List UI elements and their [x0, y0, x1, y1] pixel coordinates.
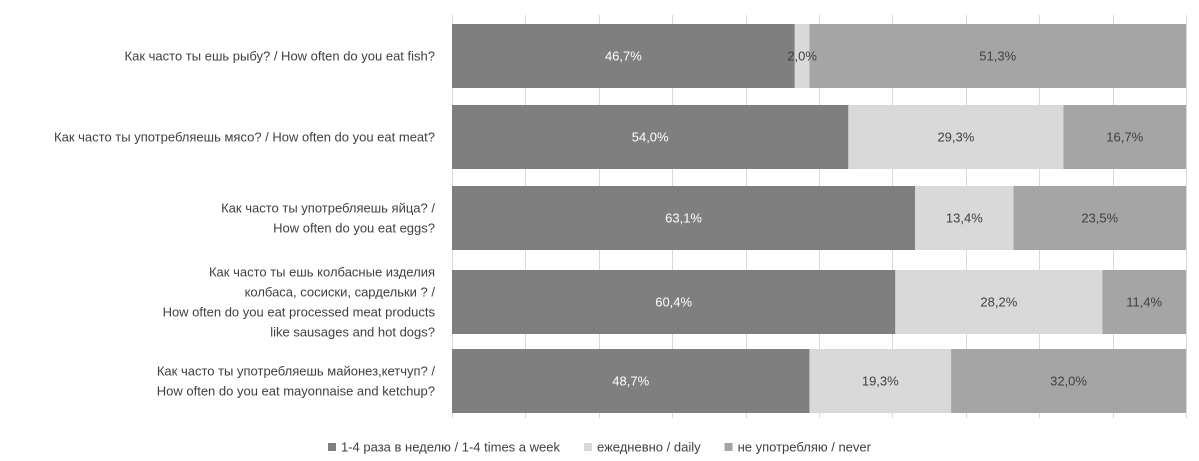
category-labels: Как часто ты ешь рыбу? / How often do yo…	[54, 49, 435, 399]
category-label: Как часто ты употребляешь майонез,кетчуп…	[157, 364, 436, 379]
legend: 1-4 раза в неделю / 1-4 times a week ежед…	[328, 440, 872, 455]
category-label: Как часто ты ешь колбасные изделия	[209, 265, 435, 280]
category-label: Как часто ты употребляешь мясо? / How of…	[54, 130, 435, 145]
category-label: Как часто ты употребляешь яйца? /	[221, 201, 435, 216]
data-label: 32,0%	[1050, 374, 1087, 389]
data-label: 60,4%	[655, 295, 692, 310]
bar-segment	[848, 105, 1064, 169]
data-label: 63,1%	[665, 211, 702, 226]
legend-label: ежедневно / daily	[597, 440, 701, 455]
data-label: 16,7%	[1106, 130, 1143, 145]
bars	[452, 24, 1186, 413]
bar-segment	[1063, 105, 1186, 169]
bar-segment	[951, 349, 1186, 413]
data-label: 28,2%	[980, 295, 1017, 310]
category-label: How often do you eat processed meat prod…	[163, 305, 436, 320]
bar-segment	[1102, 270, 1186, 334]
bar-segment	[915, 186, 1014, 250]
data-label: 29,3%	[937, 130, 974, 145]
bar-segment	[895, 270, 1103, 334]
category-label: Как часто ты ешь рыбу? / How often do yo…	[125, 49, 435, 64]
legend-label: не употребляю / never	[738, 440, 872, 455]
bar-segment	[452, 349, 810, 413]
data-labels: 46,7% 2,0% 51,3% 54,0% 29,3% 16,7% 63,1% 13,4% 2…	[605, 49, 1163, 389]
category-label: колбаса, сосиски, сардельки ? /	[245, 285, 436, 300]
category-label: How often do you eat mayonnaise and ketc…	[157, 384, 435, 399]
data-label: 2,0%	[787, 49, 817, 64]
bar-segment	[1013, 186, 1186, 250]
category-label: How often do you eat eggs?	[273, 221, 435, 236]
data-label: 48,7%	[612, 374, 649, 389]
data-label: 11,4%	[1126, 295, 1162, 310]
bar-segment	[452, 24, 795, 88]
bar-segment	[452, 186, 916, 250]
data-label: 19,3%	[862, 374, 899, 389]
legend-swatch	[583, 443, 592, 451]
bar-segment	[809, 24, 1186, 88]
data-label: 13,4%	[946, 211, 983, 226]
bar-segment	[452, 105, 849, 169]
legend-swatch	[724, 443, 733, 451]
data-label: 23,5%	[1081, 211, 1118, 226]
bar-segment	[809, 349, 952, 413]
bar-segment	[794, 24, 810, 88]
legend-label: 1-4 раза в неделю / 1-4 times a week	[341, 440, 560, 455]
category-label: like sausages and hot dogs?	[270, 325, 435, 340]
bar-segment	[452, 270, 896, 334]
data-label: 46,7%	[605, 49, 642, 64]
legend-swatch	[328, 443, 336, 451]
data-label: 51,3%	[979, 49, 1016, 64]
data-label: 54,0%	[632, 130, 669, 145]
